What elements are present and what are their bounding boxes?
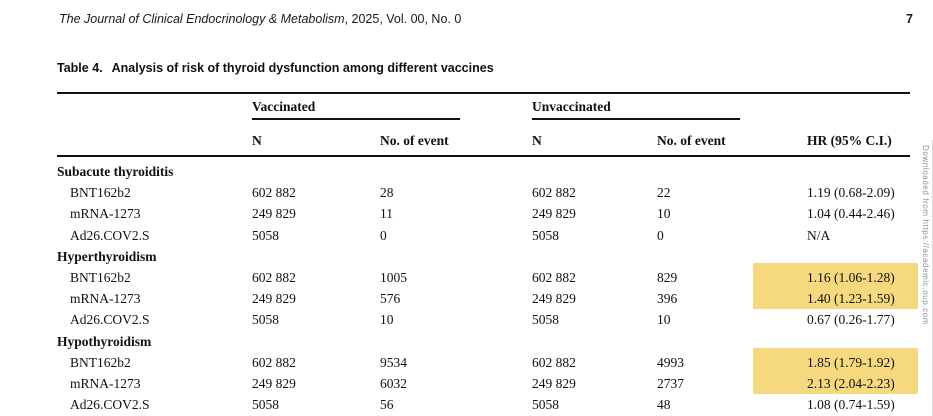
- section-label: Hypothyroidism: [57, 333, 152, 349]
- hr-value: N/A: [807, 227, 831, 243]
- vaccinated-underline: [252, 118, 460, 120]
- unvaccinated-events: 4993: [657, 354, 684, 370]
- group-header-vaccinated: Vaccinated: [252, 99, 316, 114]
- table-caption-label: Table 4.: [57, 61, 103, 75]
- page-number: 7: [906, 12, 913, 26]
- vaccinated-n: 5058: [252, 227, 279, 243]
- download-watermark: Downloaded from https://academic.oup.com: [921, 145, 930, 326]
- vaccine-name: BNT162b2: [70, 354, 131, 370]
- unvaccinated-n: 602 882: [532, 269, 576, 285]
- journal-title: The Journal of Clinical Endocrinology & …: [59, 12, 345, 26]
- unvaccinated-n: 602 882: [532, 185, 576, 201]
- section-row: Hypothyroidism: [57, 331, 910, 352]
- vaccine-name: mRNA-1273: [70, 206, 141, 222]
- vaccinated-n: 249 829: [252, 206, 296, 222]
- unvaccinated-n: 602 882: [532, 354, 576, 370]
- vaccinated-n: 249 829: [252, 291, 296, 307]
- section-label: Hyperthyroidism: [57, 248, 157, 264]
- section-row: Hyperthyroidism: [57, 246, 910, 267]
- table-row: mRNA-1273 249 829 6032 249 829 2737 2.13 (2.0…: [57, 373, 910, 394]
- table-row: BNT162b2 602 882 28 602 882 22 1.19 (0.68-2.0…: [57, 182, 910, 203]
- table-top-rule: [57, 92, 910, 94]
- unvaccinated-n: 249 829: [532, 375, 576, 391]
- vaccinated-events: 9534: [380, 354, 407, 370]
- vaccinated-events: 11: [380, 206, 393, 222]
- hr-value: 1.08 (0.74-1.59): [807, 397, 895, 413]
- unvaccinated-n: 249 829: [532, 206, 576, 222]
- column-header-vaccinated-events: No. of event: [380, 133, 449, 148]
- column-header-vaccinated-n: N: [252, 133, 262, 148]
- group-header-unvaccinated: Unvaccinated: [532, 99, 611, 114]
- unvaccinated-events: 829: [657, 269, 678, 285]
- hr-value: 1.85 (1.79-1.92): [807, 354, 895, 370]
- hr-value: 1.19 (0.68-2.09): [807, 185, 895, 201]
- column-header-unvaccinated-events: No. of event: [657, 133, 726, 148]
- unvaccinated-events: 0: [657, 227, 664, 243]
- hr-value: 1.40 (1.23-1.59): [807, 291, 895, 307]
- table-caption: Table 4. Analysis of risk of thyroid dysf…: [57, 61, 494, 75]
- table-header-rule: [57, 155, 910, 157]
- vaccinated-n: 5058: [252, 397, 279, 413]
- table-row: Ad26.COV2.S 5058 10 5058 10 0.67 (0.26-1.77): [57, 309, 910, 330]
- section-row: Subacute thyroiditis: [57, 161, 910, 182]
- column-header-hr: HR (95% C.I.): [807, 133, 892, 148]
- vaccinated-n: 602 882: [252, 185, 296, 201]
- unvaccinated-events: 10: [657, 206, 671, 222]
- hr-value: 1.16 (1.06-1.28): [807, 269, 895, 285]
- column-header-unvaccinated-n: N: [532, 133, 542, 148]
- unvaccinated-underline: [532, 118, 740, 120]
- unvaccinated-events: 10: [657, 312, 671, 328]
- unvaccinated-n: 249 829: [532, 291, 576, 307]
- vaccinated-events: 10: [380, 312, 394, 328]
- journal-meta: , 2025, Vol. 00, No. 0: [344, 12, 462, 26]
- table-row: Ad26.COV2.S 5058 0 5058 0 N/A: [57, 225, 910, 246]
- vaccinated-events: 0: [380, 227, 387, 243]
- table-caption-title: Analysis of risk of thyroid dysfunction …: [111, 61, 494, 75]
- vaccine-name: mRNA-1273: [70, 375, 141, 391]
- vaccinated-events: 1005: [380, 269, 407, 285]
- journal-header: The Journal of Clinical Endocrinology & …: [59, 12, 461, 26]
- vaccine-name: Ad26.COV2.S: [70, 227, 150, 243]
- unvaccinated-events: 48: [657, 397, 671, 413]
- unvaccinated-events: 22: [657, 185, 671, 201]
- unvaccinated-n: 5058: [532, 227, 559, 243]
- vaccinated-events: 576: [380, 291, 401, 307]
- table-body: Subacute thyroiditis BNT162b2 602 882 28 602…: [57, 161, 910, 415]
- unvaccinated-n: 5058: [532, 397, 559, 413]
- vaccine-name: BNT162b2: [70, 269, 131, 285]
- vaccine-name: Ad26.COV2.S: [70, 312, 150, 328]
- table-row: mRNA-1273 249 829 576 249 829 396 1.40 (1.23-…: [57, 288, 910, 309]
- vaccine-name: BNT162b2: [70, 185, 131, 201]
- vaccine-name: Ad26.COV2.S: [70, 397, 150, 413]
- unvaccinated-events: 396: [657, 291, 678, 307]
- unvaccinated-events: 2737: [657, 375, 684, 391]
- vaccine-name: mRNA-1273: [70, 291, 141, 307]
- vaccinated-events: 6032: [380, 375, 407, 391]
- hr-value: 0.67 (0.26-1.77): [807, 312, 895, 328]
- vaccinated-n: 5058: [252, 312, 279, 328]
- section-label: Subacute thyroiditis: [57, 164, 174, 179]
- table-row: mRNA-1273 249 829 11 249 829 10 1.04 (0.44-2.…: [57, 203, 910, 224]
- hr-value: 2.13 (2.04-2.23): [807, 375, 895, 391]
- vaccinated-events: 28: [380, 185, 394, 201]
- table-row: BNT162b2 602 882 1005 602 882 829 1.16 (1.06-…: [57, 267, 910, 288]
- unvaccinated-n: 5058: [532, 312, 559, 328]
- vaccinated-events: 56: [380, 397, 394, 413]
- table-row: Ad26.COV2.S 5058 56 5058 48 1.08 (0.74-1.59): [57, 394, 910, 415]
- table-row: BNT162b2 602 882 9534 602 882 4993 1.85 (1.79…: [57, 352, 910, 373]
- hr-value: 1.04 (0.44-2.46): [807, 206, 895, 222]
- vaccinated-n: 602 882: [252, 269, 296, 285]
- vaccinated-n: 602 882: [252, 354, 296, 370]
- vaccinated-n: 249 829: [252, 375, 296, 391]
